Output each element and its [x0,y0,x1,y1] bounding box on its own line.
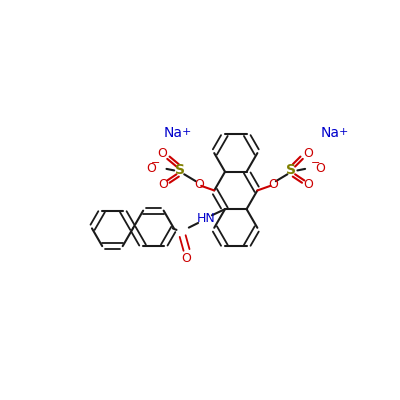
Text: −: − [151,158,160,168]
Text: O: O [194,178,204,191]
Text: O: O [146,162,156,175]
Text: O: O [303,178,313,191]
Text: −: − [311,158,320,168]
Text: O: O [316,162,326,175]
Text: S: S [286,164,296,178]
Text: S: S [175,164,185,178]
Text: O: O [182,252,192,265]
Text: Na: Na [320,126,339,140]
Text: O: O [268,178,278,191]
Text: Na: Na [163,126,182,140]
Text: HN: HN [196,212,215,225]
Text: +: + [339,127,348,137]
Text: +: + [182,127,191,137]
Text: O: O [303,147,313,160]
Text: O: O [158,178,168,191]
Text: O: O [157,147,167,160]
